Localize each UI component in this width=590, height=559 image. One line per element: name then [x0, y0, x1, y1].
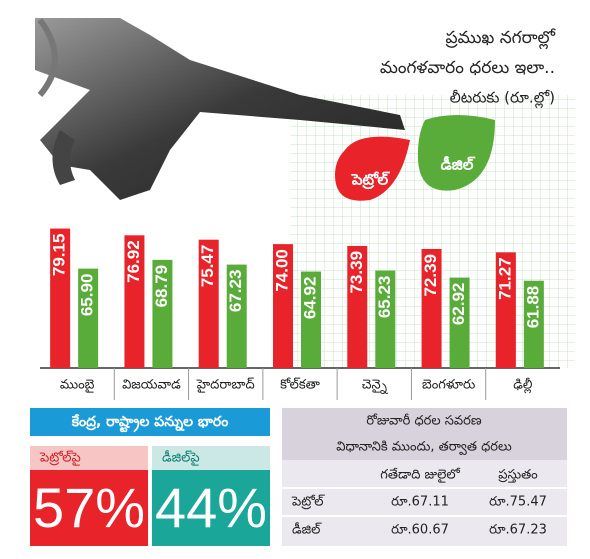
chart-title: ప్రముఖ నగరాల్లో [446, 28, 557, 50]
bar [449, 277, 470, 368]
value-label: 74.00 [272, 249, 291, 292]
x-tick-label: హైదరాబాద్ [196, 378, 255, 394]
x-tick-label: విజయవాడ [122, 378, 181, 393]
table-cell: డీజిల్ [292, 522, 322, 538]
bar [124, 235, 145, 368]
x-tick-label: ఢిల్లీ [513, 378, 533, 394]
chart-title: మంగళవారం ధరలు ఇలా.. [380, 58, 555, 78]
tax-label: పెట్రోల్‌పై [39, 451, 81, 467]
x-tick-label: ముంబై [60, 378, 95, 394]
column-header: ప్రస్తుతం [497, 468, 538, 484]
value-label: 71.27 [495, 257, 514, 300]
value-label: 79.15 [50, 234, 69, 277]
legend-label: డీజిల్ [441, 156, 476, 174]
bar [50, 228, 71, 368]
legend-label: పెట్రోల్ [351, 171, 391, 190]
value-label: 65.90 [78, 274, 97, 317]
value-label: 62.92 [449, 283, 468, 326]
x-tick-label: కోల్‌కతా [280, 377, 321, 393]
tax-value: 44% [155, 476, 267, 539]
table-cell: పెట్రోల్ [291, 495, 325, 510]
label-cell [30, 446, 148, 470]
table-cell: రూ.75.47 [489, 495, 547, 510]
fuel-nozzle [35, 18, 405, 200]
table-header [282, 408, 567, 460]
value-label: 72.39 [421, 254, 440, 297]
bar [523, 280, 544, 368]
value-cell [30, 470, 148, 546]
bar [198, 239, 219, 368]
panel-header [30, 408, 270, 436]
value-label: 64.92 [300, 277, 319, 320]
x-tick-label: చెన్నై [362, 378, 389, 395]
x-tick-label: బెంగళూరు [422, 378, 476, 393]
table-title: విధానానికి ముందు, తర్వాత ధరలు [336, 440, 512, 456]
tax-label: డీజిల్‌పై [162, 450, 200, 467]
value-label: 75.47 [198, 245, 217, 288]
value-label: 61.88 [523, 286, 542, 329]
value-label: 73.39 [347, 251, 366, 294]
value-cell [152, 470, 270, 546]
value-label: 65.23 [375, 276, 394, 319]
panel-title: కేంద్ర, రాష్ట్రాల పన్నుల భారం [71, 414, 229, 433]
bar [226, 264, 247, 368]
bar [78, 268, 99, 368]
bar [347, 245, 368, 368]
bar [375, 270, 396, 368]
table-cell: రూ.67.23 [489, 523, 547, 538]
value-label: 67.23 [226, 270, 245, 313]
bar [495, 252, 516, 368]
value-label: 76.92 [124, 240, 143, 283]
table-cell: రూ.60.67 [391, 523, 449, 538]
tax-value: 57% [33, 476, 145, 539]
legend-swatch [417, 115, 495, 191]
bar [301, 271, 321, 368]
bar [421, 248, 442, 368]
label-cell [152, 446, 270, 470]
bar [273, 244, 293, 368]
table-cell: రూ.67.11 [391, 495, 449, 510]
value-label: 68.79 [152, 265, 171, 308]
legend-swatch [335, 136, 410, 201]
table-title: రోజువారీ ధరల సవరణ [366, 413, 481, 429]
bar [152, 259, 173, 368]
chart-subtitle: లీటరుకు (రూ.ల్లో) [450, 89, 555, 109]
column-header: గతేడాది జులైలో [380, 468, 461, 484]
